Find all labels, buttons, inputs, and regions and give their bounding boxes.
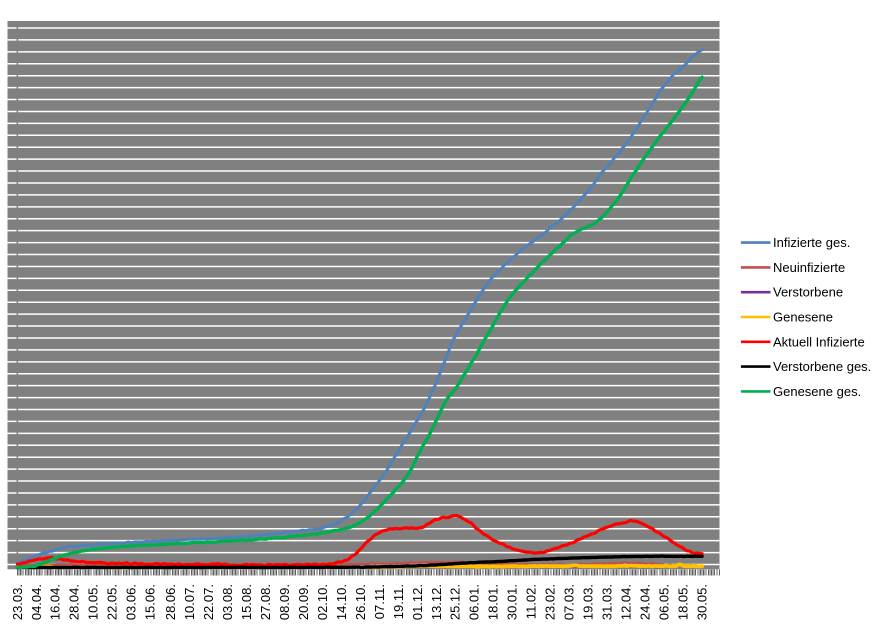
svg-text:28.04.: 28.04. <box>67 584 82 620</box>
svg-text:22.07.: 22.07. <box>201 584 216 620</box>
svg-text:03.08.: 03.08. <box>220 584 235 620</box>
svg-text:04.04.: 04.04. <box>29 584 44 620</box>
svg-text:Verstorbene: Verstorbene <box>773 285 843 300</box>
svg-text:31.03.: 31.03. <box>600 584 615 620</box>
svg-text:28.06.: 28.06. <box>163 584 178 620</box>
svg-text:18.05.: 18.05. <box>675 584 690 620</box>
svg-text:Infizierte ges.: Infizierte ges. <box>773 235 850 250</box>
svg-text:22.05.: 22.05. <box>105 584 120 620</box>
svg-text:15.08.: 15.08. <box>239 584 254 620</box>
svg-text:02.10.: 02.10. <box>315 584 330 620</box>
svg-text:Aktuell Infizierte: Aktuell Infizierte <box>773 334 865 349</box>
svg-text:19.11.: 19.11. <box>391 584 406 619</box>
svg-text:Genesene ges.: Genesene ges. <box>773 384 861 399</box>
svg-text:30.01.: 30.01. <box>505 584 520 620</box>
svg-text:16.04.: 16.04. <box>48 584 63 620</box>
svg-text:07.11.: 07.11. <box>372 584 387 619</box>
svg-text:11.02.: 11.02. <box>524 584 539 619</box>
svg-text:12.04.: 12.04. <box>619 584 634 620</box>
svg-text:06.01.: 06.01. <box>467 584 482 620</box>
svg-text:18.01.: 18.01. <box>486 584 501 620</box>
svg-text:23.03.: 23.03. <box>10 584 25 620</box>
svg-text:Genesene: Genesene <box>773 310 833 325</box>
svg-text:08.09.: 08.09. <box>277 584 292 620</box>
svg-text:10.07.: 10.07. <box>182 584 197 620</box>
svg-text:26.10.: 26.10. <box>353 584 368 620</box>
svg-text:19.03.: 19.03. <box>581 584 596 620</box>
svg-text:25.12.: 25.12. <box>448 584 463 620</box>
svg-text:06.05.: 06.05. <box>656 584 671 620</box>
svg-text:01.12.: 01.12. <box>410 584 425 620</box>
svg-text:13.12.: 13.12. <box>429 584 444 620</box>
svg-text:03.06.: 03.06. <box>124 584 139 620</box>
svg-text:20.09.: 20.09. <box>296 584 311 620</box>
svg-text:27.08.: 27.08. <box>258 584 273 620</box>
svg-text:23.02.: 23.02. <box>543 584 558 620</box>
svg-text:15.06.: 15.06. <box>143 584 158 620</box>
svg-text:Neuinfizierte: Neuinfizierte <box>773 260 845 275</box>
svg-text:10.05.: 10.05. <box>86 584 101 620</box>
svg-text:30.05.: 30.05. <box>694 584 709 620</box>
svg-text:24.04.: 24.04. <box>638 584 653 620</box>
svg-text:07.03.: 07.03. <box>562 584 577 620</box>
svg-text:14.10.: 14.10. <box>334 584 349 620</box>
svg-text:Verstorbene ges.: Verstorbene ges. <box>773 359 871 374</box>
